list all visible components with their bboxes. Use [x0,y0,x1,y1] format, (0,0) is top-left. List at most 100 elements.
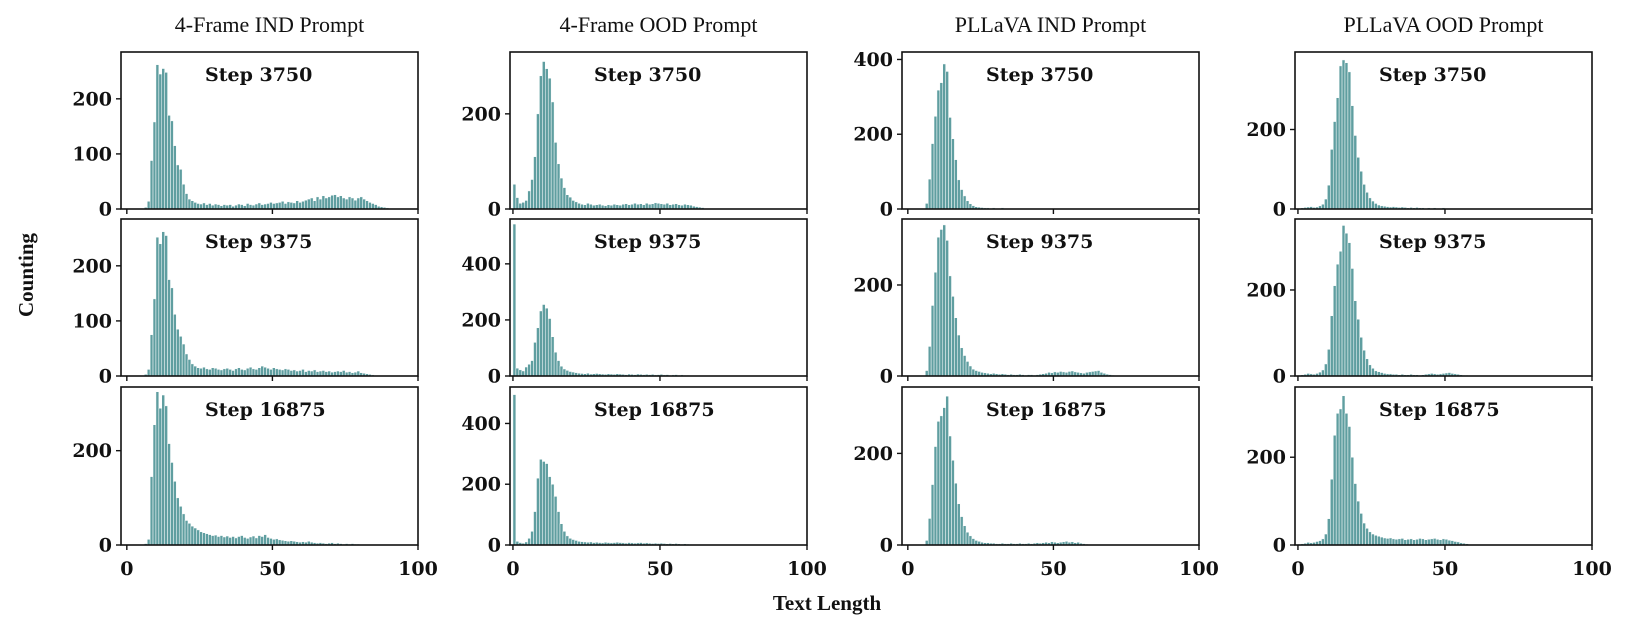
histogram-bar [213,368,218,377]
histogram-bar [196,367,200,377]
histogram-bar [184,520,189,546]
x-tick-label: 0 [901,558,914,580]
histogram-bar [158,407,163,546]
histogram-bar [1421,538,1425,546]
histogram-bar [280,369,285,377]
histogram-bar [231,370,235,377]
histogram-panel: 4-Frame IND Prompt Step 3750 0 100 200 [72,12,419,221]
histogram-bar [1427,539,1431,546]
histogram-bar [167,279,171,377]
histogram-bar [161,68,165,210]
y-tick-label: 0 [488,199,501,221]
histogram-bar [149,160,154,210]
histogram-bar [1338,251,1343,377]
histogram-bar [512,184,517,210]
histogram-bar [927,178,932,210]
y-tick-label: 0 [99,199,112,221]
histogram-bar [269,538,273,546]
histogram-bar [173,314,177,377]
histogram-bar [245,538,250,546]
histogram-bar [957,179,961,210]
histogram-bar [1347,71,1352,210]
histogram-bar [951,296,955,377]
histogram-bar [556,163,561,210]
histogram-bar [149,476,154,546]
histogram-bar [371,203,375,210]
histogram-bar [545,68,549,210]
histogram-bar [939,82,944,210]
histogram-bar [1385,538,1390,546]
histogram-bar [228,369,232,377]
histogram-bar [1409,538,1413,546]
histogram-bar [586,203,590,210]
step-label: Step 16875 [594,399,715,421]
histogram-bar [559,365,564,377]
histogram-bar [577,203,581,210]
histogram-bar [295,200,299,210]
histogram-bar [184,353,189,377]
histogram-bar [527,363,531,377]
histogram-bar [149,334,154,377]
histogram-bar [559,177,564,210]
histogram-bar [280,201,285,210]
histogram-bar [187,359,192,377]
histogram-bar [146,539,151,546]
histogram-bar [152,298,157,377]
histogram-bar [550,483,555,546]
histogram-bar [927,518,932,546]
histogram-bar [965,361,970,377]
y-tick-label: 200 [1246,279,1286,301]
histogram-bar [167,443,171,546]
y-tick-label: 400 [461,253,501,275]
histogram-bar [515,367,520,377]
histogram-bar [152,424,157,546]
histogram-bar [161,231,165,377]
histogram-bar [1374,535,1378,546]
y-tick-label: 200 [461,103,501,125]
x-axis-label: Text Length [773,591,882,615]
histogram-bar [565,535,570,546]
histogram-bar [208,369,212,377]
histogram-bar [176,328,180,377]
histogram-bar [518,203,523,210]
histogram-bar [512,394,517,546]
histogram-bar [925,203,929,210]
histogram-bar [1441,538,1446,546]
step-label: Step 3750 [986,64,1093,86]
histogram-bar [234,368,238,377]
histogram-bar [208,534,212,546]
histogram-bar [533,511,537,546]
x-tick-label: 0 [1291,558,1304,580]
histogram-bar [365,200,369,210]
histogram-bar [237,536,241,546]
histogram-bar [971,538,976,546]
histogram-bar [942,224,946,377]
histogram-bar [152,121,157,210]
histogram-bar [1444,539,1449,546]
histogram-bar [553,142,558,210]
histogram-bar [1341,225,1346,377]
histogram-bar [222,536,227,546]
histogram-bar [1350,268,1355,377]
histogram-bar [936,236,941,377]
histogram-panel: Step 16875 0 200 0 50 100 [853,386,1219,580]
histogram-bar [530,179,534,210]
histogram-bar [1400,538,1405,546]
histogram-bar [521,202,525,210]
y-tick-label: 200 [72,440,112,462]
histogram-bar [1335,97,1340,210]
histogram-bar [1330,478,1334,546]
histogram-bar [574,201,578,210]
histogram-bar [356,197,361,210]
column-title: PLLaVA OOD Prompt [1343,12,1543,37]
step-label: Step 16875 [205,399,326,421]
histogram-bar [269,202,273,210]
histogram-bar [170,287,174,377]
histogram-bar [193,527,197,546]
histogram-bar [1432,538,1437,546]
histogram-bar [968,365,973,377]
histogram-bar [512,223,517,377]
plot-frame [1294,386,1593,546]
histogram-bar [1324,198,1328,210]
y-tick-label: 0 [1273,366,1286,388]
